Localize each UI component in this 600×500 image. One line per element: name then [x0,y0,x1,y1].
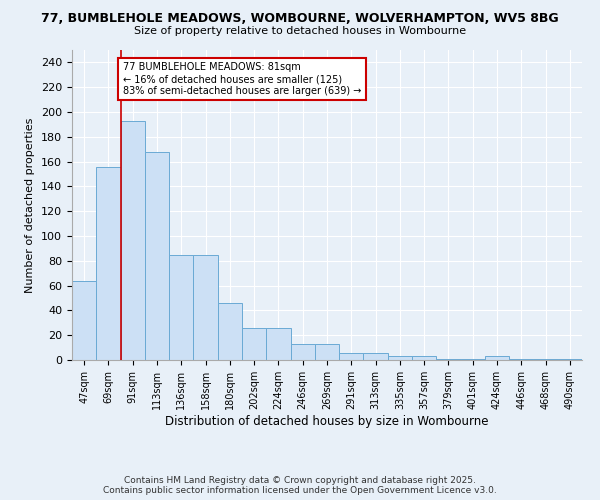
Bar [242,328,266,360]
Bar [485,356,509,360]
Bar [218,303,242,360]
Bar [290,344,315,360]
Bar [533,359,558,360]
Y-axis label: Number of detached properties: Number of detached properties [25,118,35,292]
Bar [436,359,461,360]
Bar [412,356,436,360]
Bar [266,328,290,360]
Bar [121,120,145,360]
X-axis label: Distribution of detached houses by size in Wombourne: Distribution of detached houses by size … [165,414,489,428]
Bar [461,359,485,360]
Bar [145,152,169,360]
Bar [315,344,339,360]
Bar [193,254,218,360]
Bar [339,352,364,360]
Bar [388,356,412,360]
Bar [72,280,96,360]
Text: Size of property relative to detached houses in Wombourne: Size of property relative to detached ho… [134,26,466,36]
Bar [509,359,533,360]
Bar [364,352,388,360]
Text: 77, BUMBLEHOLE MEADOWS, WOMBOURNE, WOLVERHAMPTON, WV5 8BG: 77, BUMBLEHOLE MEADOWS, WOMBOURNE, WOLVE… [41,12,559,26]
Bar [169,254,193,360]
Bar [558,359,582,360]
Text: 77 BUMBLEHOLE MEADOWS: 81sqm
← 16% of detached houses are smaller (125)
83% of s: 77 BUMBLEHOLE MEADOWS: 81sqm ← 16% of de… [123,62,361,96]
Bar [96,166,121,360]
Text: Contains HM Land Registry data © Crown copyright and database right 2025.
Contai: Contains HM Land Registry data © Crown c… [103,476,497,495]
